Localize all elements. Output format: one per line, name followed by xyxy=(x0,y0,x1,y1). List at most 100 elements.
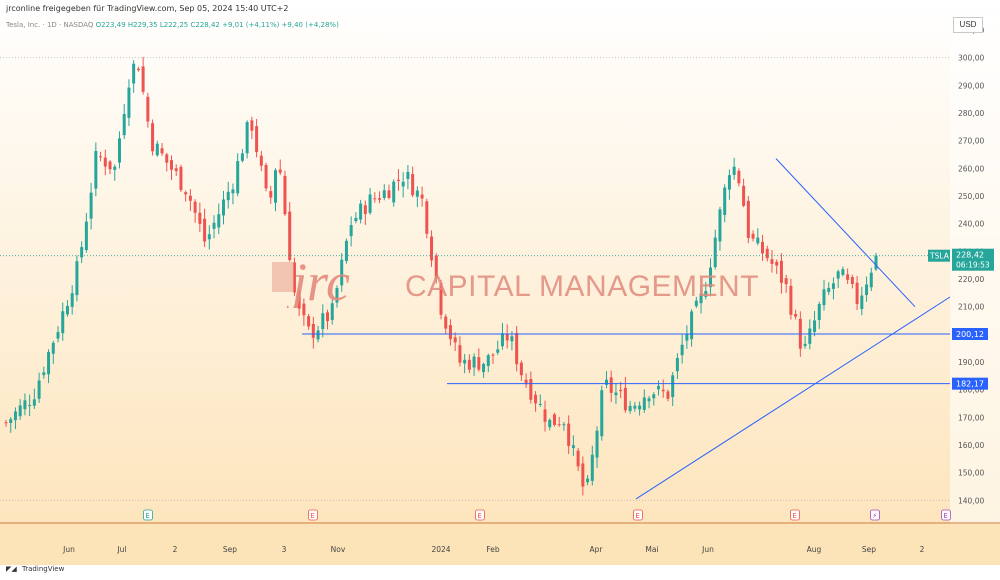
candle-body xyxy=(732,166,736,175)
candle-body xyxy=(562,424,566,426)
x-tick-label: 2 xyxy=(173,545,178,554)
candle-body xyxy=(430,236,434,261)
candle-body xyxy=(32,399,36,406)
candle-body xyxy=(614,392,618,396)
earnings-event-icon xyxy=(143,509,153,521)
candle-body xyxy=(817,304,821,321)
candle-body xyxy=(595,430,599,458)
candle-body xyxy=(439,282,443,315)
x-tick-label: Jul xyxy=(116,545,126,554)
candle-body xyxy=(288,211,292,260)
x-tick-label: Nov xyxy=(331,545,346,554)
candle-body xyxy=(47,352,51,375)
candle-body xyxy=(316,330,320,340)
candle-body xyxy=(571,445,575,449)
candle-body xyxy=(467,359,471,370)
y-tick-label: 280,00 xyxy=(958,109,984,118)
tradingview-logo-icon: ◤◢ xyxy=(6,565,17,573)
x-tick-label: Sep xyxy=(862,545,876,554)
y-tick-label: 220,00 xyxy=(958,275,984,284)
candle-body xyxy=(519,362,523,376)
candle-body xyxy=(472,356,476,368)
candle-body xyxy=(827,287,831,293)
candle-body xyxy=(505,334,509,341)
candle-body xyxy=(18,405,22,417)
candle-body xyxy=(789,285,793,315)
candle-body xyxy=(56,332,60,339)
candle-body xyxy=(652,394,656,399)
candle-body xyxy=(680,344,684,356)
candle-body xyxy=(808,328,812,344)
earnings-event-icon xyxy=(308,509,318,521)
candle-body xyxy=(869,272,873,288)
rising-trendline xyxy=(635,296,951,500)
candle-body xyxy=(264,164,268,189)
candle-body xyxy=(448,325,452,340)
candle-body xyxy=(463,359,467,364)
candle-body xyxy=(292,262,296,293)
candle-body xyxy=(590,454,594,481)
candle-body xyxy=(236,161,240,194)
x-tick-label: Jun xyxy=(62,545,75,554)
earnings-event-icon xyxy=(790,509,800,521)
candle-body xyxy=(765,248,769,259)
footer-brand: TradingView xyxy=(22,565,65,573)
candle-body xyxy=(420,194,424,199)
candle-body xyxy=(850,277,854,284)
y-tick-label: 140,00 xyxy=(958,496,984,505)
candle-body xyxy=(453,337,457,343)
candle-body xyxy=(718,209,722,242)
candle-body xyxy=(486,355,490,366)
y-tick-label: 190,00 xyxy=(958,358,984,367)
candle-body xyxy=(742,185,746,206)
candle-body xyxy=(297,292,301,309)
candle-body xyxy=(335,288,339,303)
y-tick-label: 290,00 xyxy=(958,81,984,90)
candle-body xyxy=(874,255,878,270)
candle-body xyxy=(638,405,642,410)
x-tick-label: 2 xyxy=(920,545,925,554)
candle-body xyxy=(141,66,145,92)
candle-body xyxy=(751,233,755,239)
earnings-event-icon xyxy=(870,509,880,521)
candle-body xyxy=(378,198,382,200)
candle-body xyxy=(117,138,121,163)
price-change: +9,01 (+4,11%) +9,40 (+4,28%) xyxy=(222,21,339,29)
countdown-label: 06:19:53 xyxy=(956,261,990,270)
candle-body xyxy=(538,403,542,405)
x-tick-label: 3 xyxy=(282,545,287,554)
candle-body xyxy=(151,123,155,152)
currency-button[interactable]: USD xyxy=(953,17,983,33)
falling-trendline xyxy=(775,158,916,308)
candle-body xyxy=(70,293,74,307)
candle-body xyxy=(619,389,623,392)
candle-body xyxy=(222,199,225,216)
candle-body xyxy=(510,336,514,342)
candle-body xyxy=(203,218,207,242)
candle-body xyxy=(387,190,391,198)
x-tick-label: Jun xyxy=(701,545,714,554)
candle-body xyxy=(685,333,689,341)
y-tick-label: 150,00 xyxy=(958,469,984,478)
candle-body xyxy=(723,187,727,215)
candle-body xyxy=(415,190,419,197)
y-tick-label: 180,00 xyxy=(958,386,984,395)
candle-body xyxy=(42,372,46,376)
candle-body xyxy=(174,168,178,172)
candle-body xyxy=(363,205,367,215)
candle-body xyxy=(600,390,604,437)
candle-body xyxy=(28,405,32,407)
y-tick-label: 210,00 xyxy=(958,303,984,312)
candle-body xyxy=(207,234,211,240)
candle-body xyxy=(349,225,353,237)
candle-body xyxy=(860,295,864,310)
candle-body xyxy=(846,274,850,280)
candle-body xyxy=(274,170,278,203)
level-tag-label: 200,12 xyxy=(956,330,984,339)
candle-body xyxy=(9,419,13,423)
tradingview-footer[interactable]: ◤◢ TradingView xyxy=(6,565,64,573)
publisher-line: jrconline freigegeben für TradingView.co… xyxy=(6,4,289,13)
earnings-event-icon xyxy=(633,509,643,521)
candle-body xyxy=(458,345,462,363)
